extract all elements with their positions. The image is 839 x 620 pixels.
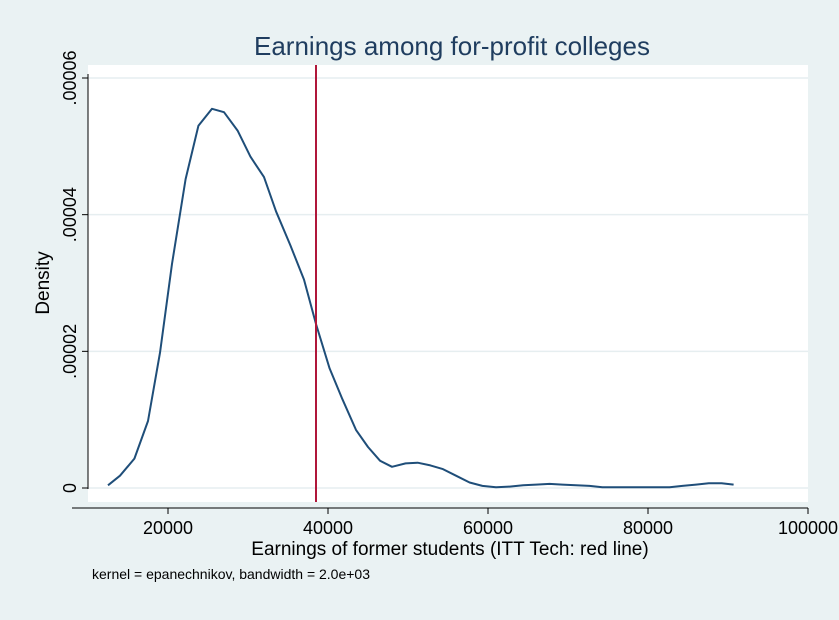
y-tick-label: .00004	[60, 187, 80, 242]
density-curve	[107, 107, 734, 489]
y-tick-label: 0	[60, 483, 80, 493]
chart-title: Earnings among for-profit colleges	[254, 31, 650, 61]
x-tick-label: 40000	[303, 518, 353, 538]
y-tick-label: .00002	[60, 324, 80, 379]
y-tick-label: .00006	[60, 50, 80, 105]
grid-lines	[88, 77, 808, 489]
x-tick-label: 100000	[778, 518, 838, 538]
x-axis-label: Earnings of former students (ITT Tech: r…	[251, 539, 648, 560]
axes: 0 .00002 .00004 .00006 20000 40000 60000 80000 1…	[60, 50, 838, 538]
x-tick-label: 20000	[143, 518, 193, 538]
plot-area	[88, 65, 808, 502]
x-tick-label: 60000	[463, 518, 513, 538]
x-tick-label: 80000	[623, 518, 673, 538]
series-layer	[107, 107, 734, 489]
kernel-note: kernel = epanechnikov, bandwidth = 2.0e+…	[92, 566, 371, 582]
y-axis-label: Density	[33, 251, 54, 315]
